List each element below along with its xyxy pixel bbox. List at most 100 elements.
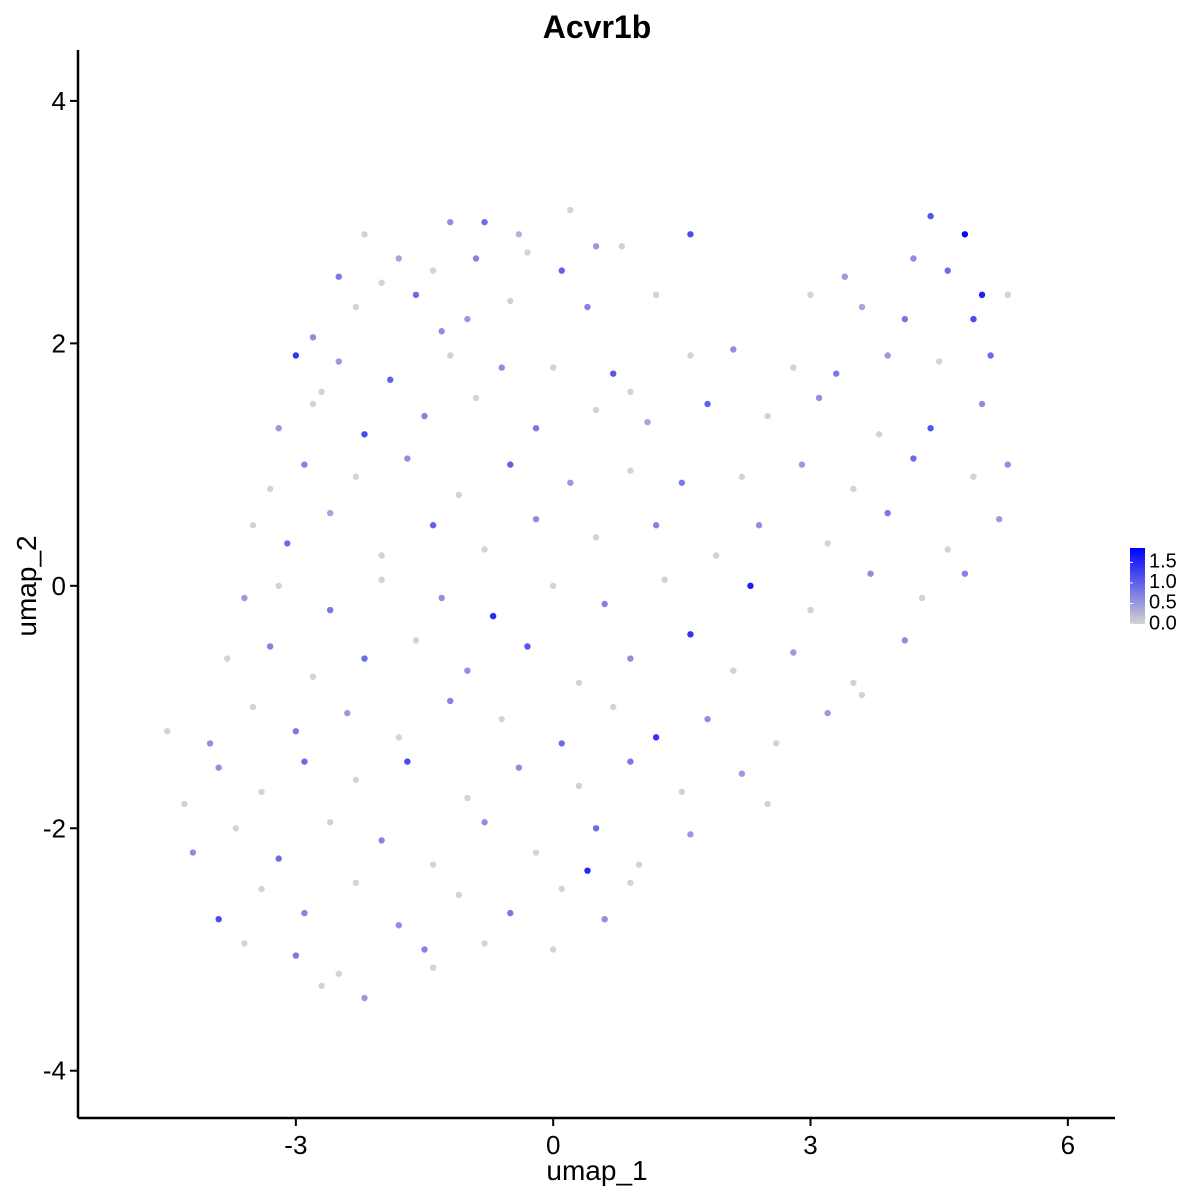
colorbar-tick-label: 1.0 — [1149, 571, 1177, 593]
point — [455, 891, 463, 899]
point — [464, 794, 471, 802]
point — [875, 431, 883, 438]
point — [918, 594, 926, 602]
point — [429, 267, 437, 274]
point — [661, 576, 668, 583]
y-axis-title: umap_2 — [11, 535, 42, 636]
point — [447, 352, 454, 359]
point — [772, 740, 780, 747]
colorbar — [1130, 548, 1145, 624]
point — [249, 703, 257, 711]
point — [404, 455, 411, 462]
point — [747, 582, 754, 590]
point — [507, 909, 514, 917]
colorbar-tick-label: 0.5 — [1149, 592, 1177, 614]
point — [927, 212, 934, 220]
point — [549, 946, 557, 953]
point — [858, 691, 866, 699]
point — [575, 679, 583, 686]
point — [567, 479, 574, 486]
point — [378, 552, 385, 559]
point — [335, 358, 342, 365]
point — [361, 231, 368, 238]
point — [687, 231, 694, 238]
point — [592, 243, 600, 250]
point — [601, 915, 608, 923]
point — [498, 715, 505, 723]
point — [935, 358, 943, 365]
point — [730, 667, 737, 674]
point — [764, 412, 771, 420]
point — [970, 315, 977, 323]
point — [395, 922, 402, 929]
point — [515, 231, 523, 238]
point — [610, 703, 617, 711]
point — [438, 594, 445, 602]
point — [309, 673, 317, 680]
point — [292, 352, 300, 359]
point — [712, 552, 720, 559]
point — [858, 303, 866, 311]
y-tick-label: -2 — [43, 813, 66, 843]
point — [284, 540, 291, 547]
point — [318, 982, 325, 990]
point — [635, 861, 643, 868]
point — [412, 291, 420, 299]
point — [764, 800, 771, 808]
point — [970, 473, 977, 480]
point — [815, 394, 823, 402]
point — [361, 431, 368, 438]
point — [378, 279, 385, 286]
point — [309, 334, 317, 341]
point — [592, 825, 600, 832]
point — [378, 837, 385, 844]
point — [755, 522, 763, 529]
point — [987, 352, 994, 359]
point — [301, 461, 308, 468]
point — [644, 418, 651, 426]
point — [232, 825, 240, 832]
point — [944, 267, 951, 274]
point — [678, 479, 686, 486]
y-tick-label: 0 — [52, 571, 66, 601]
point — [592, 534, 600, 541]
point — [352, 303, 360, 311]
point — [361, 994, 368, 1002]
y-tick-label: 2 — [52, 328, 66, 358]
point — [601, 600, 608, 608]
point — [850, 485, 857, 493]
point — [515, 764, 523, 771]
x-tick-label: -3 — [284, 1130, 307, 1160]
point — [181, 800, 188, 808]
point — [841, 273, 849, 280]
point — [867, 570, 874, 577]
point — [481, 546, 488, 553]
point — [472, 394, 480, 402]
point — [652, 522, 660, 529]
point — [627, 879, 634, 887]
point — [498, 364, 505, 371]
point — [224, 655, 231, 662]
point — [215, 915, 222, 923]
point — [652, 734, 660, 741]
point — [687, 352, 694, 359]
point — [901, 637, 909, 644]
point — [884, 509, 891, 517]
point — [884, 352, 891, 359]
point — [910, 455, 917, 462]
point — [618, 243, 626, 250]
point — [412, 637, 420, 644]
point — [524, 249, 531, 256]
point — [326, 509, 334, 517]
point — [798, 461, 806, 468]
point — [164, 728, 171, 735]
point — [326, 819, 334, 826]
point — [704, 400, 711, 408]
chart-title: Acvr1b — [543, 9, 652, 45]
point — [292, 952, 300, 959]
point — [309, 400, 317, 408]
point — [824, 709, 831, 717]
point — [807, 606, 814, 614]
point — [429, 964, 437, 971]
point — [215, 764, 222, 771]
